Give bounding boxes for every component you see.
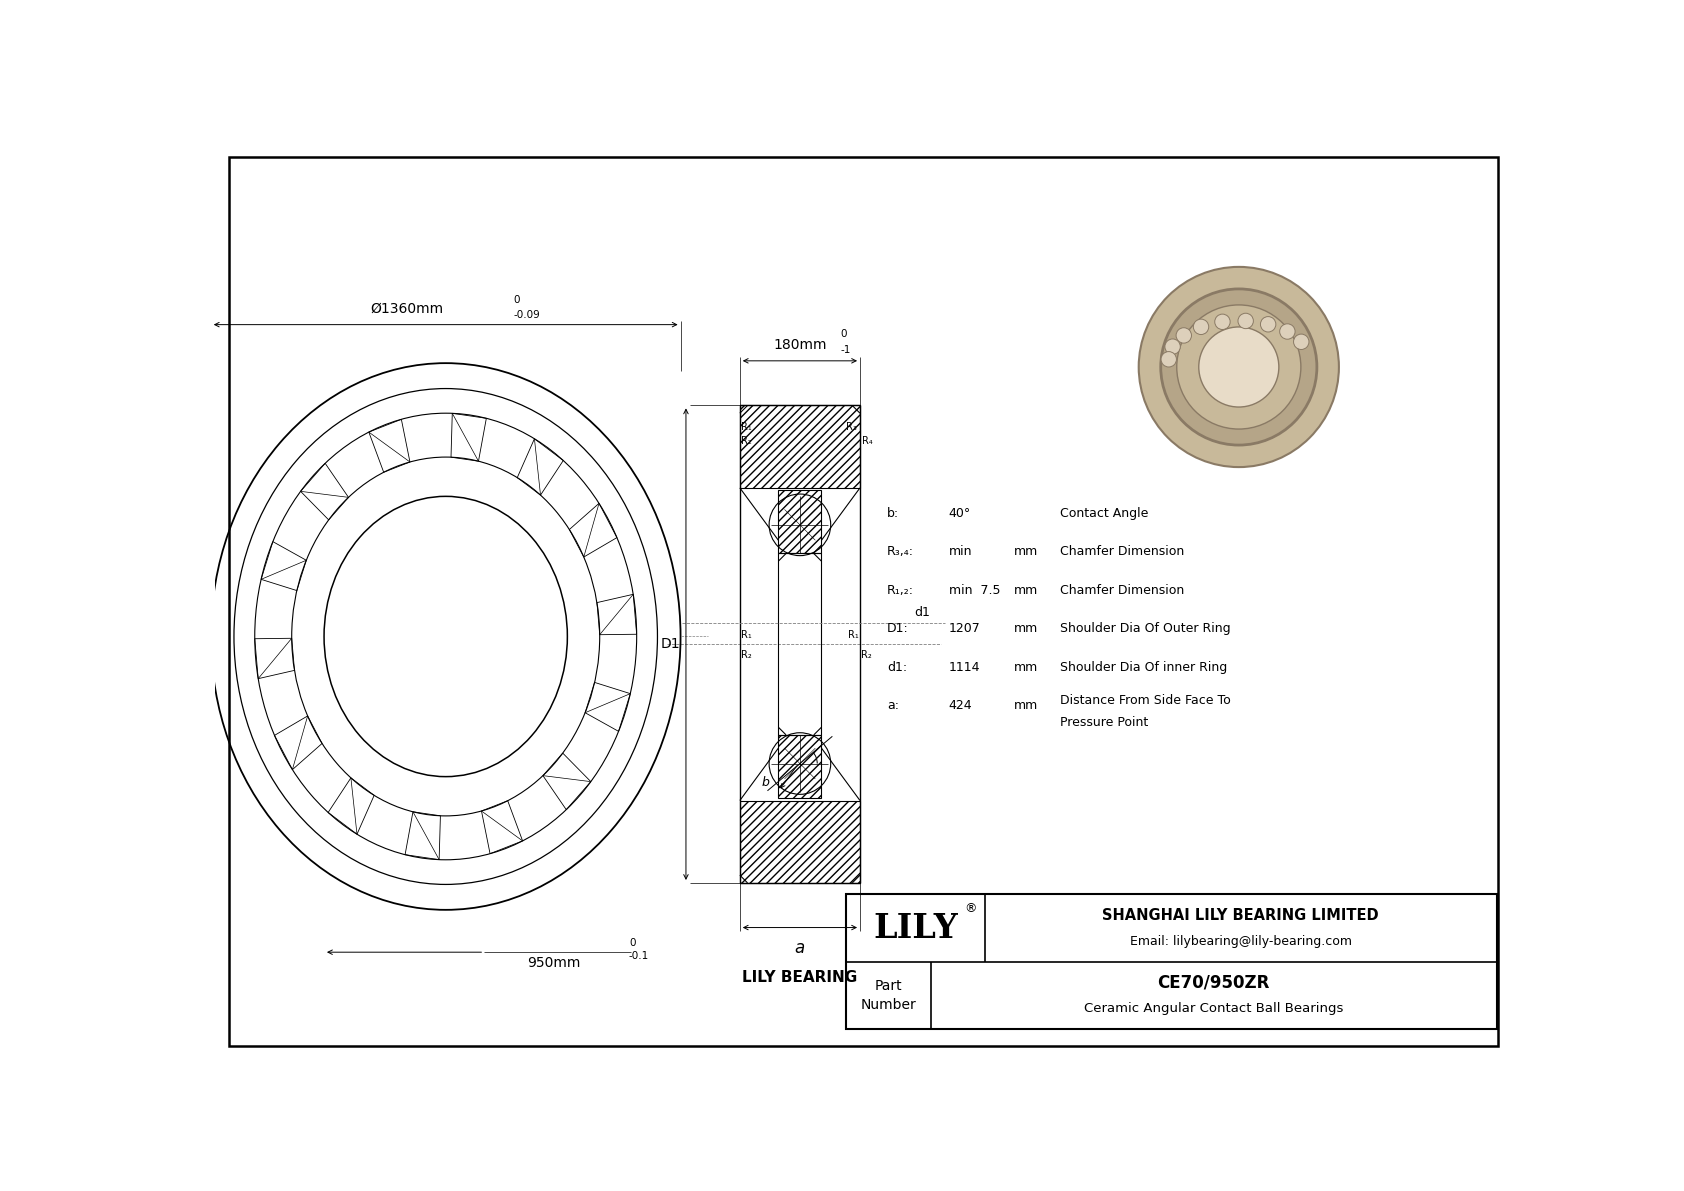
Circle shape: [1165, 339, 1180, 355]
Text: Part
Number: Part Number: [861, 979, 916, 1011]
Text: R₁: R₁: [847, 630, 859, 641]
Text: min  7.5: min 7.5: [948, 584, 1000, 597]
Text: Shoulder Dia Of inner Ring: Shoulder Dia Of inner Ring: [1061, 661, 1228, 674]
Text: Email: lilybearing@lily-bearing.com: Email: lilybearing@lily-bearing.com: [1130, 935, 1352, 948]
Text: mm: mm: [1014, 622, 1039, 635]
Text: R₃,₄:: R₃,₄:: [887, 545, 914, 559]
Text: R₁: R₁: [741, 423, 753, 432]
Circle shape: [1160, 351, 1177, 367]
Text: ®: ®: [965, 903, 977, 916]
Text: 424: 424: [948, 699, 972, 712]
Text: 950mm: 950mm: [527, 956, 581, 969]
Text: 0: 0: [628, 939, 635, 948]
Circle shape: [1199, 328, 1278, 407]
Text: a:: a:: [887, 699, 899, 712]
Text: -0.1: -0.1: [628, 952, 650, 961]
Text: Chamfer Dimension: Chamfer Dimension: [1061, 545, 1184, 559]
Text: mm: mm: [1014, 584, 1039, 597]
Text: 1114: 1114: [948, 661, 980, 674]
Text: CE70/950ZR: CE70/950ZR: [1157, 973, 1270, 991]
Text: R₃: R₃: [845, 423, 857, 432]
Text: mm: mm: [1014, 699, 1039, 712]
Text: R₂: R₂: [741, 436, 753, 447]
Text: -0.09: -0.09: [514, 311, 541, 320]
Text: Distance From Side Face To: Distance From Side Face To: [1061, 694, 1231, 707]
Text: b:: b:: [887, 507, 899, 519]
Text: d1:: d1:: [887, 661, 908, 674]
Text: 1207: 1207: [948, 622, 980, 635]
Circle shape: [1175, 328, 1192, 343]
Circle shape: [1194, 319, 1209, 335]
Text: b: b: [761, 777, 770, 790]
Text: Chamfer Dimension: Chamfer Dimension: [1061, 584, 1184, 597]
Text: Pressure Point: Pressure Point: [1061, 716, 1148, 729]
Text: Ceramic Angular Contact Ball Bearings: Ceramic Angular Contact Ball Bearings: [1084, 1002, 1344, 1015]
Text: mm: mm: [1014, 545, 1039, 559]
Text: R₂: R₂: [861, 649, 872, 660]
Text: Ø1360mm: Ø1360mm: [370, 301, 445, 316]
Text: LILY: LILY: [872, 911, 958, 944]
Circle shape: [1214, 314, 1229, 330]
Text: mm: mm: [1014, 661, 1039, 674]
Text: a: a: [795, 939, 805, 958]
Text: R₂: R₂: [741, 649, 751, 660]
Text: Shoulder Dia Of Outer Ring: Shoulder Dia Of Outer Ring: [1061, 622, 1231, 635]
Circle shape: [1160, 289, 1317, 445]
Circle shape: [1238, 313, 1253, 329]
Text: 180mm: 180mm: [773, 338, 827, 353]
Text: SHANGHAI LILY BEARING LIMITED: SHANGHAI LILY BEARING LIMITED: [1103, 908, 1379, 923]
Text: 0: 0: [840, 329, 847, 339]
Text: LILY BEARING: LILY BEARING: [743, 969, 857, 985]
Circle shape: [1293, 335, 1308, 349]
Text: -1: -1: [840, 345, 850, 355]
Bar: [845, 894, 1497, 1029]
Circle shape: [1260, 317, 1276, 332]
Text: min: min: [948, 545, 972, 559]
Text: Contact Angle: Contact Angle: [1061, 507, 1148, 519]
Text: 40°: 40°: [948, 507, 970, 519]
Text: D1: D1: [660, 637, 680, 651]
Circle shape: [1138, 267, 1339, 467]
Text: R₁: R₁: [741, 630, 751, 641]
Text: D1:: D1:: [887, 622, 909, 635]
Circle shape: [1177, 305, 1300, 429]
Text: R₄: R₄: [862, 436, 872, 447]
Text: d1: d1: [914, 606, 930, 619]
Text: 0: 0: [514, 295, 520, 305]
Text: R₁,₂:: R₁,₂:: [887, 584, 914, 597]
Circle shape: [1280, 324, 1295, 339]
